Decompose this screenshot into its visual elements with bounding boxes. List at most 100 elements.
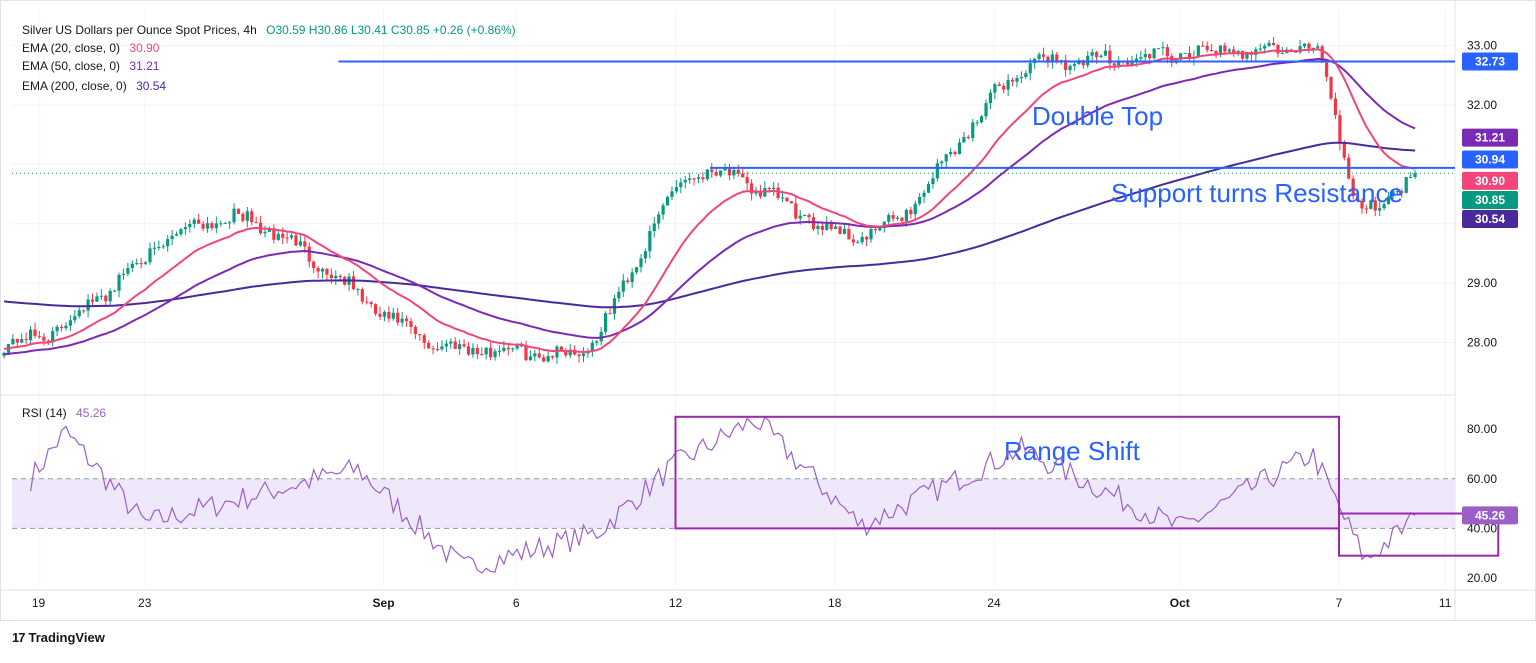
range-shift-annotation: Range Shift (1004, 436, 1141, 466)
chart-title: Silver US Dollars per Ounce Spot Prices,… (22, 23, 257, 37)
candle-body (975, 122, 979, 124)
candle-body (1179, 53, 1183, 60)
price-badge-label: 31.21 (1475, 131, 1505, 145)
candle-body (404, 318, 409, 322)
candle-body (918, 196, 922, 204)
candle-body (387, 311, 391, 319)
candle-body (741, 173, 745, 178)
candle-body (1090, 52, 1094, 56)
candle-body (1240, 50, 1245, 59)
candle-body (1148, 53, 1152, 59)
candle-body (1015, 78, 1019, 82)
candle-body (550, 356, 555, 358)
candle-body (325, 268, 329, 275)
candle-body (329, 274, 333, 279)
double-top-annotation: Double Top (1032, 101, 1163, 131)
candle-body (900, 217, 904, 221)
candle-body (338, 275, 342, 278)
x-tick-label: 12 (669, 596, 683, 610)
candle-body (537, 353, 541, 358)
candle-body (1006, 79, 1010, 90)
x-tick-label: 19 (32, 596, 46, 610)
candle-body (926, 184, 931, 193)
candle-body (683, 180, 687, 183)
candle-body (1125, 62, 1130, 65)
rsi-range-box (674, 415, 1340, 530)
candle-body (484, 347, 488, 355)
candle-body (157, 247, 161, 249)
candle-body (1024, 73, 1028, 78)
candle-body (1329, 76, 1333, 99)
candle-body (289, 235, 294, 238)
candle-body (400, 318, 404, 323)
candle-body (1378, 208, 1382, 211)
candle-body (356, 289, 360, 291)
candle-body (1187, 52, 1192, 59)
ema50-value: 31.21 (129, 59, 160, 73)
rsi-tick-label: 20.00 (1467, 571, 1497, 585)
candle-body (634, 267, 639, 273)
candle-body (42, 336, 46, 341)
ema200-line (3, 141, 1416, 309)
candle-body (82, 310, 86, 312)
candle-body (1382, 204, 1386, 209)
candle-body (15, 338, 19, 343)
candle-body (1360, 201, 1364, 209)
candle-body (1201, 45, 1205, 47)
candle-body (971, 122, 975, 139)
candle-body (608, 313, 612, 315)
candle-body (705, 169, 709, 180)
candle-body (214, 223, 218, 229)
candle-body (515, 345, 519, 349)
candle-body (471, 347, 475, 355)
candle-body (1232, 49, 1236, 53)
candle-body (648, 231, 652, 252)
candle-body (944, 154, 948, 162)
candle-body (28, 329, 33, 341)
candle-body (864, 236, 869, 240)
candle-body (205, 223, 210, 229)
candle-body (1298, 46, 1302, 53)
candle-body (519, 345, 524, 347)
candle-body (794, 203, 798, 219)
candle-body (674, 187, 678, 192)
candle-body (1351, 178, 1355, 197)
candle-body (511, 348, 515, 350)
candle-body (223, 222, 227, 224)
candle-body (1271, 42, 1276, 45)
candle-body (639, 258, 643, 268)
price-badge-label: 30.94 (1475, 153, 1505, 167)
price-badge (1462, 150, 1518, 169)
candle-body (604, 313, 608, 332)
candle-body (882, 221, 886, 228)
candle-body (24, 339, 28, 341)
candle-body (241, 213, 245, 221)
x-tick-label: 18 (828, 596, 842, 610)
candle-body (475, 347, 479, 355)
candle-body (413, 326, 418, 335)
candle-body (201, 223, 205, 229)
x-tick-label: 6 (513, 596, 520, 610)
candle-body (497, 350, 502, 352)
candle-body (842, 228, 847, 234)
candle-body (820, 225, 824, 230)
candle-body (696, 177, 701, 179)
candle-body (736, 169, 740, 174)
candle-body (1400, 191, 1404, 193)
tradingview-logo[interactable]: 17 TradingView (12, 630, 105, 645)
candle-body (409, 321, 413, 327)
candle-body (953, 151, 957, 155)
candle-body (254, 222, 258, 224)
candle-body (1245, 52, 1249, 59)
candle-body (528, 356, 533, 361)
candle-body (506, 347, 510, 350)
candle-body (46, 340, 50, 343)
candle-body (369, 302, 373, 305)
candle-body (723, 168, 727, 171)
x-tick-label: 24 (987, 596, 1001, 610)
candle-body (1165, 47, 1169, 57)
candle-body (281, 233, 285, 238)
candle-body (590, 342, 594, 352)
candle-body (772, 187, 776, 190)
candle-body (670, 191, 674, 197)
